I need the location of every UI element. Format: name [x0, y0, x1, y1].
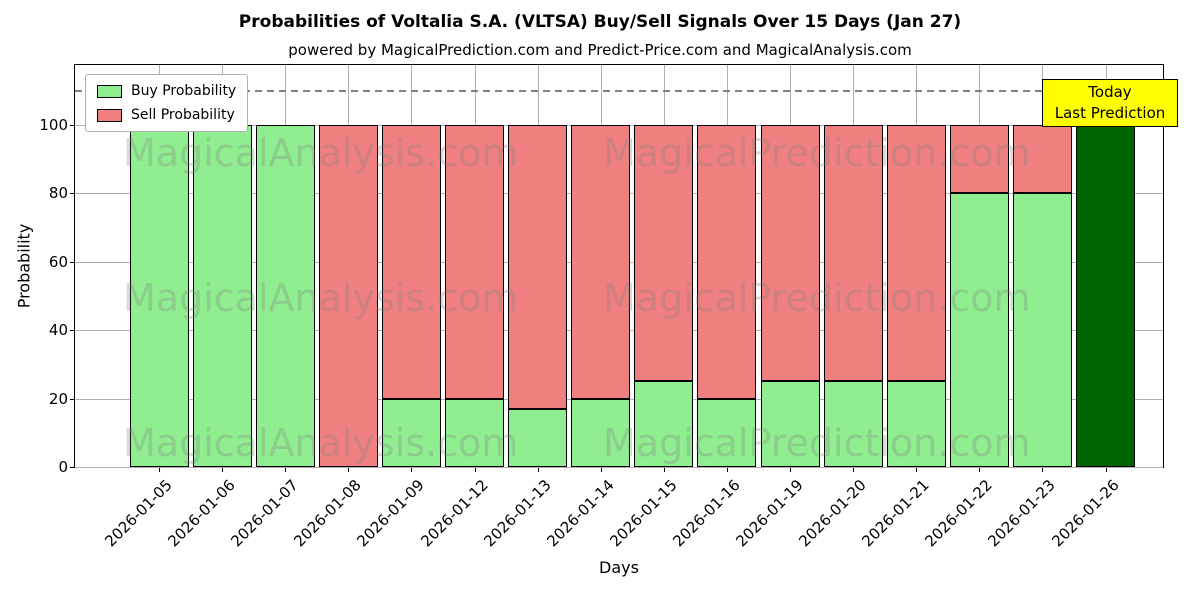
- bar-segment-sell: [697, 124, 757, 399]
- y-tick-mark: [70, 193, 75, 195]
- legend: Buy Probability Sell Probability: [85, 74, 249, 132]
- x-tick-mark: [348, 467, 350, 472]
- x-tick-label: 2026-01-07: [227, 476, 302, 551]
- x-tick-mark: [1042, 467, 1044, 472]
- legend-label-sell: Sell Probability: [131, 107, 235, 123]
- y-tick-mark: [70, 330, 75, 332]
- x-tick-label: 2026-01-08: [290, 476, 366, 551]
- bar-segment-sell: [634, 124, 694, 382]
- legend-swatch-buy: [97, 84, 122, 98]
- legend-label-buy: Buy Probability: [131, 83, 237, 99]
- x-tick-label: 2026-01-15: [606, 476, 681, 551]
- threshold-dashed-line: [75, 89, 1163, 92]
- today-annotation-line2: Last Prediction: [1054, 104, 1166, 122]
- x-tick-label: 2026-01-12: [416, 476, 492, 551]
- bar-segment-buy: [445, 398, 504, 467]
- bar-segment-sell: [949, 124, 1009, 194]
- legend-item-sell: Sell Probability: [97, 107, 236, 123]
- bar-segment-sell: [318, 124, 378, 467]
- x-tick-label: 2026-01-06: [164, 476, 239, 551]
- y-tick-mark: [70, 398, 75, 400]
- x-tick-mark: [222, 467, 224, 472]
- bar-segment-buy: [1012, 193, 1072, 467]
- bar-segment-buy: [1076, 124, 1135, 467]
- legend-item-buy: Buy Probability: [97, 83, 236, 99]
- x-tick-mark: [285, 467, 287, 472]
- x-tick-label: 2026-01-19: [732, 476, 807, 551]
- y-tick-label: 0: [58, 458, 68, 476]
- x-tick-label: 2026-01-22: [921, 476, 997, 551]
- x-tick-label: 2026-01-05: [101, 476, 176, 551]
- chart-subtitle: powered by MagicalPrediction.com and Pre…: [288, 41, 912, 59]
- x-tick-mark: [916, 467, 918, 472]
- x-tick-label: 2026-01-26: [1047, 476, 1123, 551]
- bar-segment-sell: [760, 124, 820, 382]
- x-tick-label: 2026-01-23: [984, 476, 1060, 551]
- gridline-horizontal: [75, 467, 1163, 468]
- x-tick-mark: [159, 467, 160, 472]
- today-annotation-line1: Today: [1088, 83, 1132, 101]
- x-tick-mark: [790, 467, 791, 472]
- today-annotation: Today Last Prediction: [1042, 79, 1178, 127]
- x-tick-mark: [537, 467, 539, 472]
- bar-segment-sell: [571, 124, 631, 399]
- y-tick-label: 60: [48, 252, 68, 271]
- bar-segment-buy: [508, 408, 568, 467]
- y-tick-label: 100: [39, 115, 68, 134]
- bar-segment-buy: [886, 381, 946, 467]
- chart-title: Probabilities of Voltalia S.A. (VLTSA) B…: [238, 12, 962, 32]
- bar-segment-buy: [949, 193, 1009, 467]
- x-tick-label: 2026-01-21: [858, 476, 933, 551]
- x-axis-label: Days: [599, 558, 639, 577]
- x-tick-mark: [1105, 467, 1107, 472]
- x-tick-mark: [411, 467, 413, 472]
- y-tick-mark: [70, 124, 75, 126]
- plot-area: Buy Probability Sell Probability Magical…: [74, 64, 1164, 468]
- x-tick-mark: [979, 467, 981, 472]
- bar-segment-buy: [381, 398, 441, 467]
- bar-segment-sell: [823, 124, 883, 382]
- bar-segment-sell: [886, 124, 946, 382]
- bar-segment-buy: [255, 124, 315, 467]
- bar-segment-buy: [571, 398, 631, 467]
- bar-segment-sell: [1012, 124, 1072, 194]
- y-tick-label: 80: [48, 184, 68, 203]
- y-tick-label: 40: [48, 321, 68, 340]
- x-tick-mark: [663, 467, 665, 472]
- x-tick-mark: [600, 467, 602, 472]
- legend-swatch-sell: [97, 108, 122, 122]
- bar-segment-buy: [823, 381, 883, 467]
- y-tick-mark: [70, 261, 75, 263]
- x-tick-mark: [853, 467, 855, 472]
- bar-segment-sell: [508, 124, 568, 409]
- bar-segment-buy: [697, 398, 757, 467]
- y-tick-label: 20: [48, 389, 68, 408]
- x-tick-mark: [474, 467, 476, 472]
- x-tick-label: 2026-01-16: [669, 476, 744, 551]
- bar-segment-buy: [760, 381, 820, 467]
- y-tick-mark: [70, 467, 75, 468]
- x-tick-label: 2026-01-20: [795, 476, 870, 551]
- bar-segment-buy: [129, 124, 189, 467]
- x-tick-label: 2026-01-14: [543, 476, 618, 551]
- x-tick-label: 2026-01-09: [353, 476, 429, 551]
- bar-segment-sell: [381, 124, 441, 399]
- bar-segment-buy: [192, 124, 252, 467]
- bar-segment-sell: [445, 124, 504, 399]
- x-tick-mark: [726, 467, 728, 472]
- bar-segment-buy: [634, 381, 694, 467]
